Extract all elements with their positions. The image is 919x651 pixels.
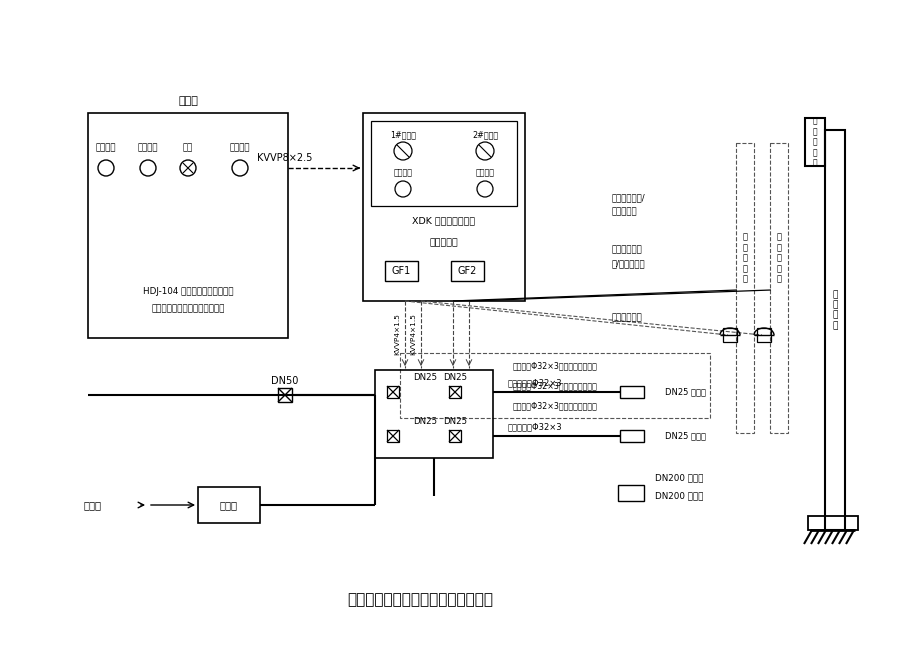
Text: 高压接线端子: 高压接线端子 bbox=[611, 314, 642, 322]
Text: 丝/低压点火线: 丝/低压点火线 bbox=[611, 260, 645, 268]
Text: DN25 阻火器: DN25 阻火器 bbox=[664, 432, 705, 441]
Text: GF1: GF1 bbox=[391, 266, 411, 276]
Bar bbox=[619, 386, 643, 398]
Bar bbox=[722, 328, 736, 342]
Text: 天然气火炬点火系统工艺控制流程图: 天然气火炬点火系统工艺控制流程图 bbox=[346, 592, 493, 607]
Bar bbox=[448, 386, 460, 398]
Text: 高压点火电极/: 高压点火电极/ bbox=[611, 193, 645, 202]
Text: 手动点火: 手动点火 bbox=[475, 169, 494, 178]
Text: 镀锌钢管Φ32×3（内穿低压电缆）: 镀锌钢管Φ32×3（内穿低压电缆） bbox=[512, 361, 596, 370]
Text: 低压点火棒: 低压点火棒 bbox=[611, 208, 637, 217]
Text: 分液罐: 分液罐 bbox=[220, 500, 238, 510]
Text: DN25 阻火器: DN25 阻火器 bbox=[664, 387, 705, 396]
Bar bbox=[807, 516, 857, 530]
Text: HDJ-104 火炬半自动点火控制柜: HDJ-104 火炬半自动点火控制柜 bbox=[142, 286, 233, 296]
Text: DN50: DN50 bbox=[271, 376, 299, 386]
Text: KVVP4×1.5: KVVP4×1.5 bbox=[393, 314, 400, 355]
Text: 点火指示: 点火指示 bbox=[96, 143, 116, 152]
Text: 自动点火: 自动点火 bbox=[393, 169, 412, 178]
Bar bbox=[375, 370, 493, 458]
Text: 北京斯瑞达自动化技术发展公司: 北京斯瑞达自动化技术发展公司 bbox=[151, 305, 224, 314]
Text: 点火燃气管Φ32×3: 点火燃气管Φ32×3 bbox=[507, 378, 562, 387]
Text: XDK 现场点火控制柜: XDK 现场点火控制柜 bbox=[412, 217, 475, 225]
Text: DN25: DN25 bbox=[442, 374, 467, 383]
Bar bbox=[735, 143, 754, 433]
Bar bbox=[824, 130, 844, 530]
Text: 高温高压合金: 高温高压合金 bbox=[611, 245, 642, 255]
Text: 放空气: 放空气 bbox=[84, 500, 102, 510]
Text: 火
炬
简
体: 火 炬 简 体 bbox=[832, 290, 837, 330]
Bar bbox=[387, 430, 399, 442]
Text: 点火燃气管Φ32×3: 点火燃气管Φ32×3 bbox=[507, 422, 562, 432]
Text: 高压发生器: 高压发生器 bbox=[429, 238, 458, 247]
Text: 手动点火: 手动点火 bbox=[230, 143, 250, 152]
Bar bbox=[387, 386, 399, 398]
Text: GF2: GF2 bbox=[458, 266, 477, 276]
Bar bbox=[370, 121, 516, 206]
Bar bbox=[618, 485, 643, 501]
Text: DN200 阻火器: DN200 阻火器 bbox=[654, 473, 703, 482]
Bar bbox=[619, 430, 643, 442]
Bar bbox=[198, 487, 260, 523]
Bar bbox=[278, 388, 291, 402]
Bar bbox=[363, 113, 525, 301]
Bar bbox=[769, 143, 788, 433]
Text: KVVP8×2.5: KVVP8×2.5 bbox=[257, 153, 312, 163]
Bar bbox=[448, 430, 460, 442]
Text: 2#点火器: 2#点火器 bbox=[471, 130, 497, 139]
Text: 切换: 切换 bbox=[183, 143, 193, 152]
Text: 自动点火: 自动点火 bbox=[138, 143, 158, 152]
Bar bbox=[384, 261, 417, 281]
Bar bbox=[450, 261, 483, 281]
Text: DN25: DN25 bbox=[413, 374, 437, 383]
Text: 高
空
点
火
器: 高 空 点 火 器 bbox=[776, 232, 780, 283]
Bar bbox=[88, 113, 288, 338]
Text: 火
炬
燃
烧
器: 火 炬 燃 烧 器 bbox=[811, 117, 816, 167]
Bar bbox=[804, 118, 824, 166]
Text: 控制室: 控制室 bbox=[178, 96, 198, 106]
Bar bbox=[756, 328, 770, 342]
Bar bbox=[400, 353, 709, 418]
Text: 高
空
点
火
器: 高 空 点 火 器 bbox=[742, 232, 746, 283]
Text: DN200 爆破片: DN200 爆破片 bbox=[654, 492, 703, 501]
Text: KVVP4×1.5: KVVP4×1.5 bbox=[410, 314, 415, 355]
Text: 镀锌钢管Φ32×3（内穿高压电缆）: 镀锌钢管Φ32×3（内穿高压电缆） bbox=[512, 402, 596, 411]
Text: DN25: DN25 bbox=[442, 417, 467, 426]
Text: 1#点火器: 1#点火器 bbox=[390, 130, 415, 139]
Text: DN25: DN25 bbox=[413, 417, 437, 426]
Text: 镀锌钢管Φ32×3（内穿高压电缆）: 镀锌钢管Φ32×3（内穿高压电缆） bbox=[512, 381, 596, 391]
